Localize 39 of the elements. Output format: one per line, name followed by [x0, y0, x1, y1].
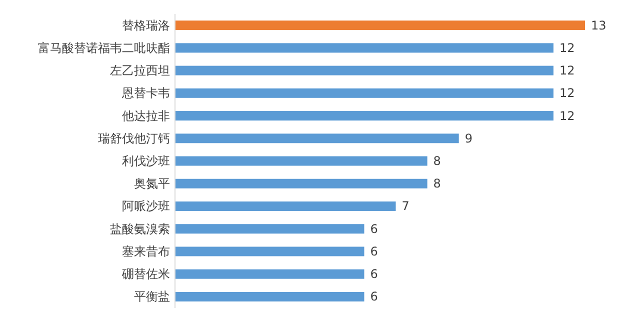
y-tick-label: 恩替卡韦 — [121, 86, 170, 100]
y-tick-label: 左乙拉西坦 — [110, 64, 170, 78]
y-tick-label: 他达拉非 — [122, 108, 170, 123]
data-label: 8 — [433, 176, 441, 191]
bar — [175, 156, 428, 166]
data-label: 12 — [559, 64, 575, 78]
data-label: 8 — [433, 154, 441, 168]
bar — [175, 201, 396, 211]
bar — [175, 224, 364, 234]
y-tick-label: 富马酸替诺福韦二吡呋酯 — [38, 40, 170, 55]
data-label: 12 — [559, 86, 575, 100]
data-label: 6 — [370, 244, 378, 258]
bar — [175, 43, 554, 53]
y-tick-label: 盐酸氨溴索 — [110, 222, 170, 236]
y-tick-label: 利伐沙班 — [122, 154, 170, 168]
y-tick-label: 平衡盐 — [134, 290, 170, 304]
bar — [175, 20, 585, 30]
bar — [175, 246, 364, 256]
data-label: 6 — [370, 267, 378, 282]
y-tick-label: 硼替佐米 — [121, 267, 170, 282]
y-tick-label: 瑞舒伐他汀钙 — [98, 131, 170, 146]
y-tick-label: 塞来昔布 — [122, 244, 170, 258]
bar — [175, 111, 554, 121]
data-label: 6 — [370, 290, 378, 304]
bar — [175, 134, 459, 144]
bar — [175, 88, 554, 98]
data-label: 13 — [591, 18, 606, 32]
bar — [175, 178, 428, 188]
data-label: 7 — [402, 199, 410, 214]
y-tick-label: 奥氮平 — [134, 176, 170, 191]
y-tick-label: 替格瑞洛 — [122, 18, 170, 32]
data-label: 12 — [559, 108, 575, 123]
data-label: 6 — [370, 222, 378, 236]
data-label: 9 — [464, 131, 472, 146]
bar — [175, 292, 364, 302]
bar — [175, 66, 554, 76]
data-label: 12 — [559, 40, 575, 55]
y-tick-label: 阿哌沙班 — [122, 199, 170, 214]
bar — [175, 269, 364, 279]
